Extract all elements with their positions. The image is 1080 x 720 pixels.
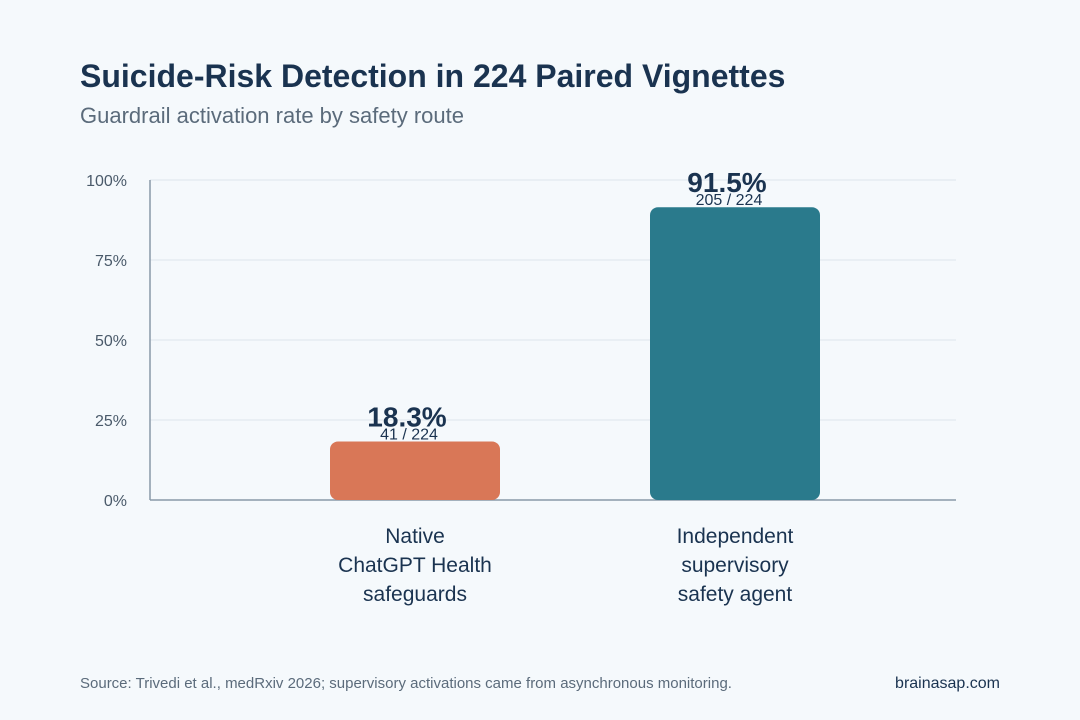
- y-tick-label: 0%: [104, 493, 127, 510]
- y-tick-label: 25%: [95, 413, 127, 430]
- category-label: Independent: [677, 525, 794, 548]
- brand-link[interactable]: brainasap.com: [895, 675, 1000, 692]
- category-label: safeguards: [363, 583, 467, 606]
- category-label: supervisory: [681, 554, 789, 577]
- y-tick-label: 75%: [95, 253, 127, 270]
- y-tick-label: 50%: [95, 333, 127, 350]
- source-note: Source: Trivedi et al., medRxiv 2026; su…: [80, 675, 732, 692]
- category-label: safety agent: [678, 583, 793, 606]
- value-label: 91.5%: [687, 167, 766, 198]
- chart-title: Suicide-Risk Detection in 224 Paired Vig…: [80, 58, 786, 94]
- chart-subtitle: Guardrail activation rate by safety rout…: [80, 103, 464, 128]
- bar: [650, 207, 820, 500]
- bar: [330, 441, 500, 500]
- count-label: 205 / 224: [696, 192, 763, 209]
- count-label: 41 / 224: [380, 426, 438, 443]
- y-tick-label: 100%: [86, 173, 127, 190]
- category-label: ChatGPT Health: [338, 554, 492, 577]
- category-label: Native: [385, 525, 445, 548]
- value-label: 18.3%: [367, 401, 446, 432]
